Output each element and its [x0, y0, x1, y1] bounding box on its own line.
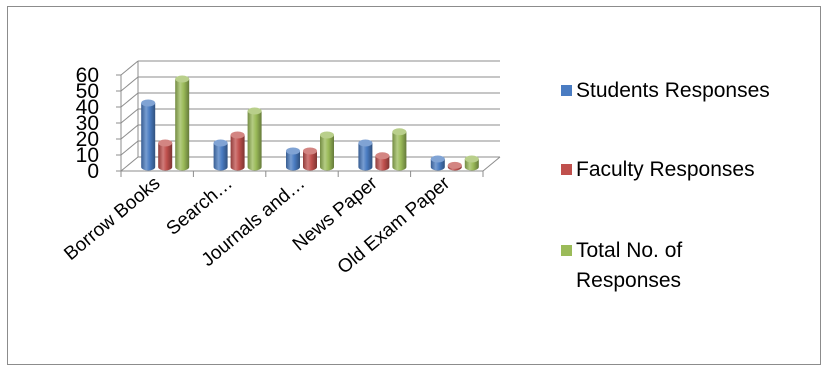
legend-label-0: Students Responses	[576, 79, 770, 102]
legend-label-2-line1: Responses	[576, 269, 681, 292]
bar-0-2	[286, 147, 300, 171]
bar-2-4	[464, 155, 479, 171]
y-tick-label-3: 30	[76, 112, 99, 135]
gridline-side-1	[120, 140, 139, 156]
y-tick-label-1: 10	[76, 144, 99, 167]
gridline-side-5	[120, 76, 139, 92]
bar-0-1	[213, 139, 228, 171]
bar-1-4	[447, 161, 462, 171]
legend-swatch-1	[561, 164, 572, 175]
bar-2-3	[392, 128, 407, 171]
bar-2-2	[320, 131, 334, 171]
gridline-side-6	[120, 60, 139, 76]
gridline-side-2	[120, 124, 139, 140]
bar-0-3	[358, 139, 373, 171]
gridline-side-0	[120, 156, 139, 172]
bar-1-1	[230, 131, 245, 171]
gridline-side-3	[120, 108, 139, 124]
bar-0-0	[141, 99, 156, 171]
bar-2-0	[175, 75, 190, 171]
y-tick-label-5: 50	[76, 80, 99, 103]
y-tick-label-2: 20	[76, 128, 99, 151]
y-tick-label-4: 40	[76, 96, 99, 119]
chart-frame	[7, 6, 821, 365]
legend-swatch-0	[561, 85, 572, 96]
bar-1-2	[303, 147, 317, 171]
gridline-side-4	[120, 92, 139, 108]
bar-2-1	[247, 107, 262, 171]
y-tick-label-6: 60	[76, 64, 99, 87]
y-tick-label-0: 0	[87, 160, 99, 183]
x-tick-label-1: Search…	[163, 173, 237, 240]
bar-1-0	[158, 139, 173, 171]
legend-label-2: Total No. of	[576, 239, 682, 262]
legend-label-1: Faculty Responses	[576, 158, 755, 181]
bar-0-4	[430, 155, 445, 171]
legend-swatch-2	[561, 245, 572, 256]
x-tick-label-0: Borrow Books	[60, 173, 164, 265]
bar-1-3	[375, 152, 390, 171]
floor-right-edge	[482, 156, 501, 172]
